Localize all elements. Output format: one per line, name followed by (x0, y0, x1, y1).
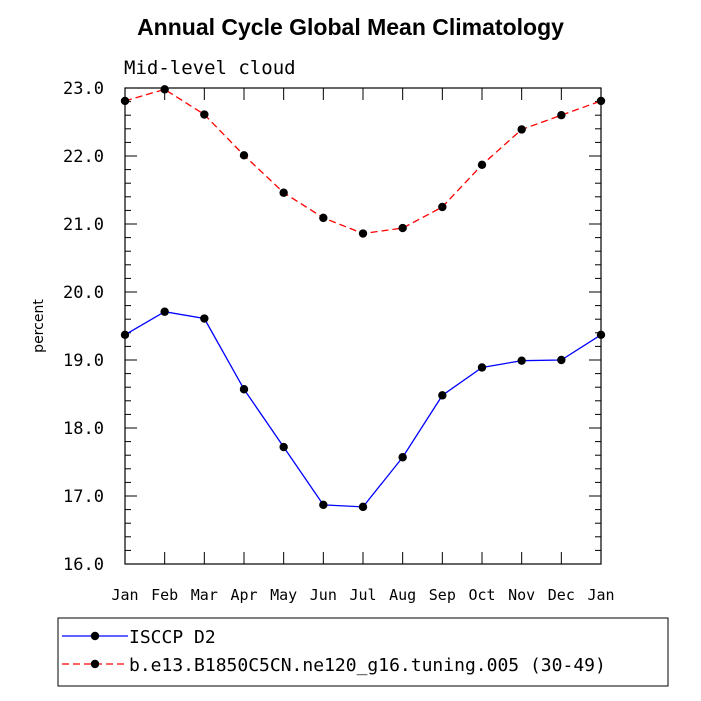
series-2-point (477, 160, 487, 170)
series-2-point (557, 111, 566, 120)
y-tick-label: 18.0 (63, 419, 104, 439)
legend-box (57, 617, 669, 687)
x-tick-label: Jul (349, 586, 376, 604)
series-2-point (319, 213, 328, 223)
x-tick-label: Nov (508, 586, 535, 604)
series-1-point (438, 391, 447, 400)
series-1-point (358, 502, 368, 512)
series-2-point (160, 85, 169, 94)
series-1-point (477, 363, 487, 372)
plot-frame (124, 87, 602, 565)
series-1-point (398, 453, 407, 462)
legend-marker-2 (90, 659, 100, 669)
legend-marker-1 (90, 631, 100, 641)
axes: 16.0 17.0 18.0 19.0 20.0 21.0 22.0 23.0 Jan Feb Ma… (63, 79, 615, 604)
y-tick-label: 21.0 (63, 215, 104, 235)
y-tick-label: 22.0 (63, 147, 104, 167)
y-tick-label: 17.0 (63, 487, 104, 507)
series-2-point (596, 96, 606, 106)
x-tick-label: Sep (429, 586, 456, 604)
chart-title: Annual Cycle Global Mean Climatology (137, 14, 564, 40)
series-2-point (239, 151, 249, 160)
x-tick-label: Oct (468, 586, 495, 604)
series-1-point (200, 314, 209, 323)
series-1-point (239, 385, 249, 394)
series-2-point (438, 202, 447, 212)
y-tick-label: 16.0 (63, 555, 104, 575)
x-tick-label: Jun (310, 586, 337, 604)
x-tick-label: Apr (230, 586, 257, 604)
legend-label-1: ISCCP D2 (129, 627, 216, 648)
series-2-point (398, 223, 407, 233)
series-1-point (319, 500, 328, 510)
series-1-point (160, 307, 169, 316)
y-axis-label: percent (31, 299, 47, 353)
series-1-point (596, 330, 606, 340)
chart-subtitle: Mid-level cloud (124, 57, 296, 79)
series-2-point (358, 229, 368, 238)
legend-label-2: b.e13.B1850C5CN.ne120_g16.tuning.005 (30… (129, 655, 606, 676)
series-line-2 (124, 88, 602, 235)
series-2-point (517, 125, 526, 134)
x-tick-label: Aug (389, 586, 416, 604)
series-layer (120, 85, 606, 512)
x-tick-label: Feb (151, 586, 178, 604)
x-tick-label: May (270, 586, 297, 604)
series-2-point (200, 110, 209, 119)
y-tick-label: 19.0 (63, 351, 104, 371)
y-tick-label: 20.0 (63, 283, 104, 303)
series-line-1 (124, 311, 602, 508)
series-1-point (279, 442, 288, 452)
y-tick-label: 23.0 (63, 79, 104, 99)
series-1-point (517, 356, 526, 365)
x-tick-label: Mar (191, 586, 218, 604)
x-tick-label: Jan (587, 586, 614, 604)
x-tick-label: Dec (548, 586, 575, 604)
legend: ISCCP D2 b.e13.B1850C5CN.ne120_g16.tuning… (62, 627, 606, 676)
x-tick-label: Jan (111, 586, 138, 604)
series-1-point (557, 355, 566, 365)
series-1-point (120, 330, 130, 340)
series-2-point (279, 188, 288, 197)
series-2-point (120, 96, 130, 106)
